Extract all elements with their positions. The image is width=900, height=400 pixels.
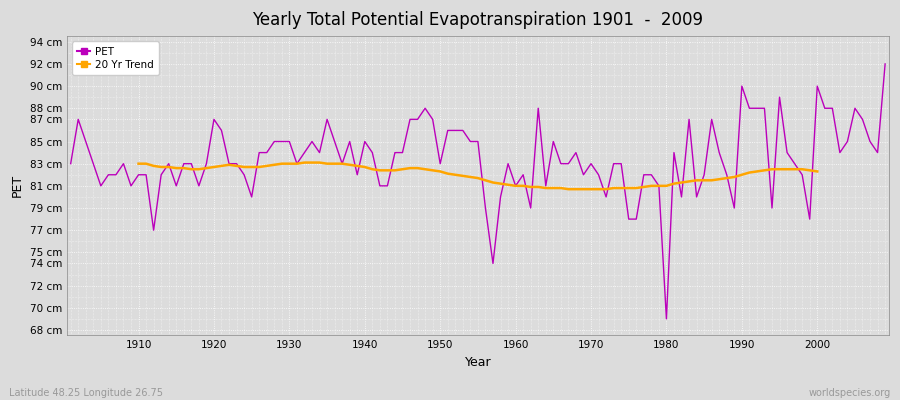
Text: Latitude 48.25 Longitude 26.75: Latitude 48.25 Longitude 26.75: [9, 388, 163, 398]
Title: Yearly Total Potential Evapotranspiration 1901  -  2009: Yearly Total Potential Evapotranspiratio…: [252, 11, 704, 29]
Y-axis label: PET: PET: [11, 174, 24, 198]
X-axis label: Year: Year: [464, 356, 491, 369]
Text: worldspecies.org: worldspecies.org: [809, 388, 891, 398]
Legend: PET, 20 Yr Trend: PET, 20 Yr Trend: [72, 42, 159, 75]
